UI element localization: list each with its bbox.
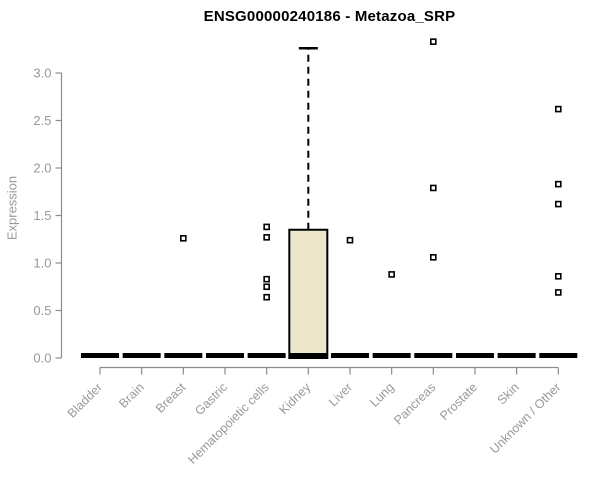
median-bar	[164, 353, 203, 358]
x-tick-label-skin: Skin	[495, 380, 522, 407]
x-tick-label-brain: Brain	[116, 380, 147, 411]
y-tick-label: 0.5	[33, 303, 51, 318]
outlier-point	[263, 293, 270, 301]
y-tick-label: 0.0	[33, 351, 51, 366]
outlier-point	[263, 234, 270, 241]
median-bar	[247, 353, 286, 358]
outlier-point	[263, 223, 270, 231]
chart-title: ENSG00000240186 - Metazoa_SRP	[203, 8, 456, 25]
x-tick-label-hematopoietic-cells: Hematopoietic cells	[185, 380, 272, 467]
outlier-point	[554, 272, 562, 280]
x-tick-label-liver: Liver	[326, 380, 355, 409]
outlier-point	[554, 289, 562, 296]
x-tick-label-unknown-other: Unknown / Other	[487, 380, 563, 456]
x-tick-label-pancreas: Pancreas	[391, 380, 438, 427]
outlier-point	[388, 271, 395, 278]
outlier-point	[554, 180, 562, 188]
median-bar	[330, 353, 369, 358]
x-tick-label-kidney: Kidney	[277, 380, 314, 417]
outlier-point	[263, 275, 270, 283]
outlier-point	[263, 283, 270, 291]
median-bar	[455, 353, 494, 358]
outlier-point	[430, 184, 437, 192]
x-tick-label-breast: Breast	[153, 380, 189, 416]
x-tick-label-lung: Lung	[367, 380, 397, 410]
median-bar	[414, 353, 453, 358]
x-tick-label-prostate: Prostate	[437, 380, 480, 423]
outlier-point	[430, 38, 437, 45]
y-tick-label: 1.5	[33, 208, 51, 223]
median-bar	[539, 353, 578, 358]
box	[288, 228, 329, 359]
y-tick-label: 1.0	[33, 256, 51, 271]
outlier-point	[180, 235, 187, 242]
outlier-point	[554, 105, 562, 113]
median-bar	[497, 353, 536, 358]
y-tick-label: 2.0	[33, 161, 51, 176]
median-bar	[122, 353, 161, 358]
median-bar	[289, 353, 328, 358]
median-bar	[81, 353, 119, 358]
outlier-point	[346, 236, 354, 244]
x-tick-label-bladder: Bladder	[65, 380, 105, 420]
y-tick-label: 3.0	[33, 66, 51, 81]
y-tick-label: 2.5	[33, 113, 51, 128]
outlier-point	[554, 200, 562, 208]
x-tick-label-gastric: Gastric	[192, 380, 230, 418]
median-bar	[205, 353, 244, 358]
median-bar	[372, 353, 411, 358]
outlier-point	[430, 254, 437, 261]
